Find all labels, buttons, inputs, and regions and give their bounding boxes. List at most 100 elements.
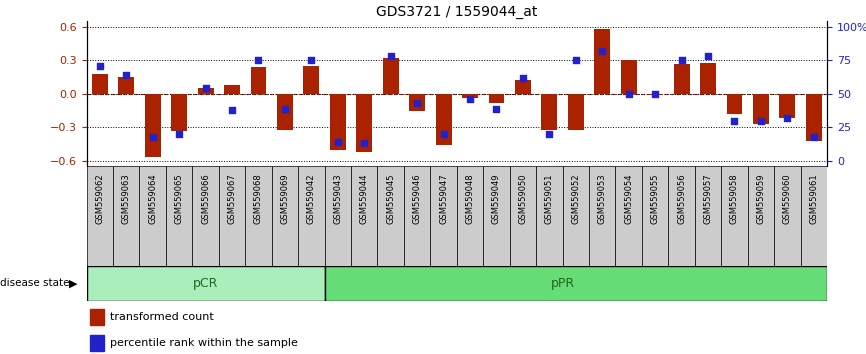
- Bar: [87, 266, 325, 301]
- Bar: [695, 166, 721, 266]
- Point: [145, 134, 159, 139]
- Bar: [462, 94, 478, 98]
- Point: [251, 57, 265, 63]
- Point: [780, 115, 794, 121]
- Point: [754, 118, 768, 124]
- Point: [489, 106, 503, 112]
- Point: [436, 131, 450, 137]
- Text: transformed count: transformed count: [110, 312, 214, 322]
- Text: GSM559068: GSM559068: [254, 173, 263, 224]
- Bar: [303, 66, 320, 94]
- Point: [331, 139, 345, 145]
- Text: GSM559042: GSM559042: [307, 173, 316, 224]
- Bar: [272, 166, 298, 266]
- Point: [198, 86, 212, 91]
- Bar: [541, 94, 558, 130]
- Text: percentile rank within the sample: percentile rank within the sample: [110, 338, 298, 348]
- Bar: [430, 166, 457, 266]
- Point: [727, 118, 741, 124]
- Bar: [325, 166, 351, 266]
- Bar: [277, 94, 293, 130]
- Point: [120, 72, 133, 78]
- Text: ▶: ▶: [69, 278, 78, 288]
- Bar: [806, 94, 822, 141]
- Text: GSM559061: GSM559061: [810, 173, 818, 224]
- Bar: [92, 74, 107, 94]
- Bar: [510, 166, 536, 266]
- Bar: [330, 94, 346, 150]
- Text: GSM559046: GSM559046: [413, 173, 422, 224]
- Bar: [568, 94, 584, 130]
- Text: GSM559054: GSM559054: [624, 173, 633, 224]
- Text: GSM559055: GSM559055: [650, 173, 660, 224]
- Point: [172, 131, 186, 137]
- Bar: [224, 85, 240, 94]
- Bar: [536, 166, 563, 266]
- Bar: [219, 166, 245, 266]
- Bar: [589, 166, 616, 266]
- Bar: [774, 166, 800, 266]
- Bar: [197, 88, 214, 94]
- Bar: [721, 166, 747, 266]
- Text: GSM559043: GSM559043: [333, 173, 342, 224]
- Text: GSM559067: GSM559067: [228, 173, 236, 224]
- Bar: [779, 94, 795, 118]
- Point: [595, 48, 609, 54]
- Point: [305, 57, 319, 63]
- Bar: [139, 166, 166, 266]
- Point: [807, 134, 821, 139]
- Bar: [245, 166, 272, 266]
- Point: [516, 75, 530, 81]
- Bar: [90, 309, 104, 325]
- Bar: [171, 94, 187, 131]
- Text: GSM559062: GSM559062: [95, 173, 104, 224]
- Text: GSM559063: GSM559063: [122, 173, 131, 224]
- Text: GSM559049: GSM559049: [492, 173, 501, 224]
- Bar: [145, 94, 161, 158]
- Point: [225, 107, 239, 113]
- Point: [622, 91, 636, 97]
- Bar: [192, 166, 219, 266]
- Bar: [404, 166, 430, 266]
- Bar: [298, 166, 325, 266]
- Text: GSM559060: GSM559060: [783, 173, 792, 224]
- Bar: [747, 166, 774, 266]
- Text: GSM559056: GSM559056: [677, 173, 686, 224]
- Point: [410, 100, 424, 106]
- Point: [569, 57, 583, 63]
- Text: GSM559044: GSM559044: [359, 173, 369, 224]
- Point: [649, 91, 662, 97]
- Text: GSM559050: GSM559050: [519, 173, 527, 224]
- Point: [542, 131, 556, 137]
- Point: [463, 96, 477, 102]
- Bar: [674, 64, 689, 94]
- Bar: [800, 166, 827, 266]
- Bar: [383, 58, 398, 94]
- Text: GSM559058: GSM559058: [730, 173, 739, 224]
- Bar: [727, 94, 742, 114]
- Bar: [378, 166, 404, 266]
- Point: [358, 141, 372, 146]
- Bar: [113, 166, 139, 266]
- Bar: [647, 94, 663, 95]
- Text: GSM559066: GSM559066: [201, 173, 210, 224]
- Text: pCR: pCR: [193, 277, 218, 290]
- Bar: [436, 94, 451, 145]
- Bar: [616, 166, 642, 266]
- Bar: [515, 80, 531, 94]
- Title: GDS3721 / 1559044_at: GDS3721 / 1559044_at: [376, 5, 538, 19]
- Point: [278, 106, 292, 112]
- Text: GSM559047: GSM559047: [439, 173, 448, 224]
- Point: [384, 53, 397, 59]
- Text: GSM559065: GSM559065: [175, 173, 184, 224]
- Bar: [166, 166, 192, 266]
- Point: [701, 53, 715, 59]
- Text: pPR: pPR: [551, 277, 575, 290]
- Bar: [594, 29, 611, 94]
- Bar: [356, 94, 372, 152]
- Bar: [700, 63, 716, 94]
- Bar: [90, 336, 104, 351]
- Text: GSM559053: GSM559053: [598, 173, 607, 224]
- Bar: [250, 67, 267, 94]
- Bar: [410, 94, 425, 110]
